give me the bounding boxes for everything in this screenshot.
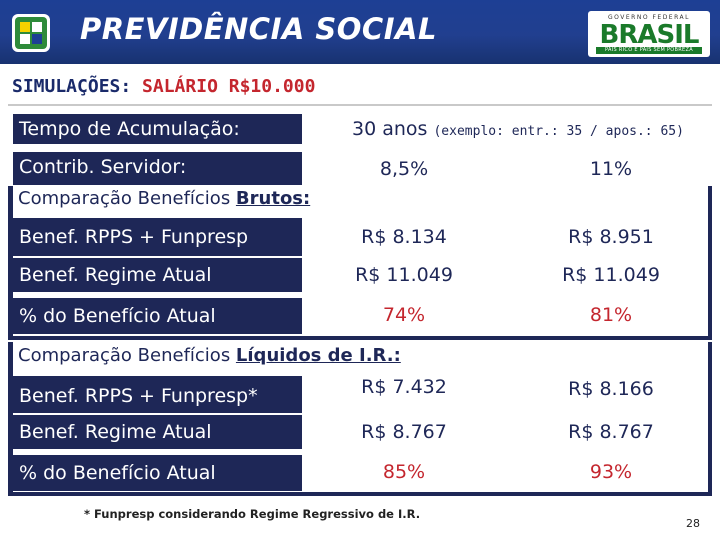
- liquidos-title-prefix: Comparação Benefícios: [18, 345, 236, 366]
- brasil-logo: GOVERNO FEDERAL BRASIL PAÍS RICO É PAÍS …: [588, 11, 710, 57]
- brasil-tagline: PAÍS RICO É PAÍS SEM POBREZA: [605, 47, 693, 53]
- contrib-value-1: 8,5%: [315, 155, 493, 183]
- brutos-title-bold: Brutos:: [235, 188, 311, 209]
- liquidos-title-bold: Líquidos de I.R.:: [235, 345, 401, 366]
- liquidos-row-3-v1: 85%: [315, 457, 493, 487]
- contrib-value-2: 11%: [522, 155, 700, 183]
- liquidos-title: Comparação Benefícios Líquidos de I.R.:: [18, 345, 401, 366]
- previdencia-logo-icon: [12, 14, 50, 52]
- liquidos-row-2-label: Benef. Regime Atual: [13, 415, 302, 449]
- contrib-label: Contrib. Servidor:: [13, 152, 302, 185]
- brutos-row-3-v1: 74%: [315, 300, 493, 330]
- brasil-word: BRASIL: [599, 20, 700, 50]
- liquidos-row-3-label: % do Benefício Atual: [13, 455, 302, 491]
- brutos-row-3-label: % do Benefício Atual: [13, 298, 302, 334]
- brutos-title-prefix: Comparação Benefícios: [18, 188, 236, 209]
- liquidos-row-1-v2: R$ 8.166: [522, 374, 700, 404]
- liquidos-row-3-v2: 93%: [522, 457, 700, 487]
- tempo-value: 30 anos (exemplo: entr.: 35 / apos.: 65): [352, 118, 684, 140]
- header-title: PREVIDÊNCIA SOCIAL: [80, 12, 437, 46]
- brutos-row-2-v2: R$ 11.049: [522, 260, 700, 290]
- liquidos-row-1-v1: R$ 7.432: [315, 372, 493, 402]
- brutos-row-2-v1: R$ 11.049: [315, 260, 493, 290]
- liquidos-row-2-v2: R$ 8.767: [522, 417, 700, 447]
- header-bar: PREVIDÊNCIA SOCIAL GOVERNO FEDERAL BRASI…: [0, 0, 720, 64]
- footnote: * Funpresp considerando Regime Regressiv…: [84, 507, 421, 521]
- page-title-prefix: SIMULAÇÕES:: [12, 76, 143, 97]
- liquidos-row-1-label: Benef. RPPS + Funpresp*: [13, 376, 302, 413]
- page-number: 28: [686, 517, 700, 530]
- page-title: SIMULAÇÕES: SALÁRIO R$10.000: [12, 76, 315, 97]
- page-title-highlight: SALÁRIO R$10.000: [142, 76, 316, 97]
- brutos-row-2-label: Benef. Regime Atual: [13, 258, 302, 292]
- brasil-tag-bar: [596, 47, 702, 54]
- brutos-row-1-v2: R$ 8.951: [522, 222, 700, 252]
- brutos-row-1-label: Benef. RPPS + Funpresp: [13, 218, 302, 256]
- title-divider: [8, 68, 712, 106]
- brasil-top-text: GOVERNO FEDERAL: [608, 14, 690, 21]
- brutos-row-1-v1: R$ 8.134: [315, 222, 493, 252]
- tempo-note: (exemplo: entr.: 35 / apos.: 65): [433, 124, 684, 139]
- brutos-title: Comparação Benefícios Brutos:: [18, 188, 310, 209]
- brutos-row-3-v2: 81%: [522, 300, 700, 330]
- tempo-label: Tempo de Acumulação:: [13, 114, 302, 144]
- tempo-years: 30 anos: [352, 118, 428, 140]
- liquidos-row-2-v1: R$ 8.767: [315, 417, 493, 447]
